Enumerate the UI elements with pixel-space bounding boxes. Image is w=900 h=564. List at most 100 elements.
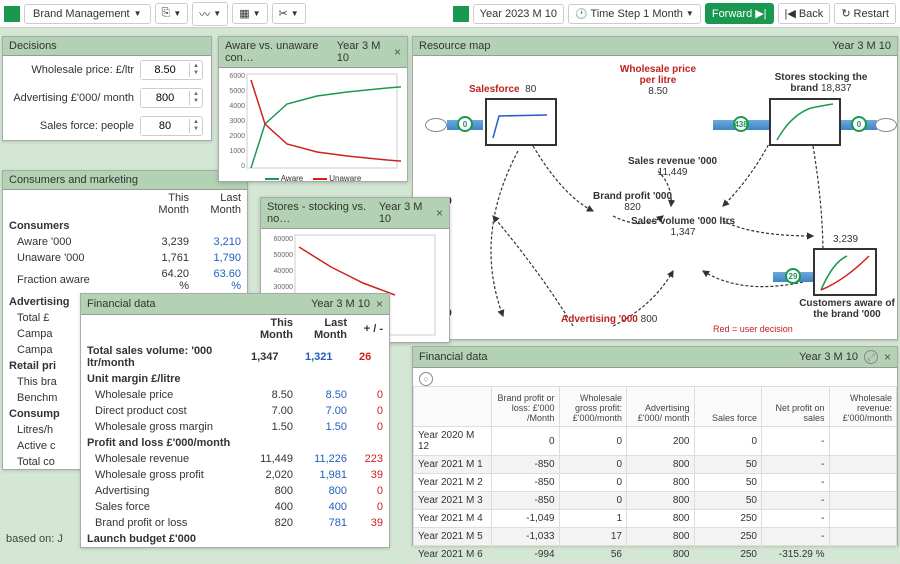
label-volume: Sales volume '000 ltrs 1,347	[628, 216, 738, 238]
decisions-panel: Decisions Wholesale price: £/ltr ▲▼ Adve…	[2, 36, 212, 141]
svg-text:0: 0	[241, 163, 245, 170]
col-last: Last Month	[195, 190, 247, 218]
data-row: Aware '0003,2393,210	[3, 234, 247, 250]
grid-row: Year 2021 M 3-850080050-	[414, 492, 897, 510]
period-display[interactable]: Year 2023 M 10	[473, 4, 564, 24]
grid-period: Year 2021 M 1	[414, 456, 492, 474]
grid-cell	[829, 474, 897, 492]
col-this: This Month	[245, 315, 299, 343]
label-revenue: Sales revenue '00011,449	[628, 156, 717, 178]
decision-input[interactable]	[141, 117, 189, 135]
status-icon	[453, 6, 469, 22]
step-up-icon[interactable]: ▲	[190, 119, 202, 126]
decision-spinner[interactable]: ▲▼	[140, 88, 203, 108]
stores-chart-period: Year 3 M 10	[379, 201, 430, 225]
section-header: Launch budget £'000	[81, 531, 389, 547]
col-this: This Month	[143, 190, 195, 218]
financial-grid-panel[interactable]: Financial data Year 3 M 10 ⤢× ○ Brand pr…	[412, 346, 898, 546]
label-wholesale: Wholesale price per litre8.50	[613, 64, 703, 97]
data-row: Wholesale revenue11,44911,226223	[81, 451, 389, 467]
tool-chart-button[interactable]: 〰 ▼	[192, 2, 228, 26]
resource-map-canvas: Salesforce 80 0 Wholesale price per litr…	[413, 56, 897, 338]
close-icon[interactable]: ×	[376, 297, 383, 311]
grid-col-header: Net profit on sales	[762, 387, 830, 427]
decision-input[interactable]	[141, 61, 189, 79]
data-row: Sales force4004000	[81, 499, 389, 515]
grid-cell: 800	[627, 474, 695, 492]
data-row: Fraction aware64.20 %63.60 %	[3, 266, 247, 294]
app-icon	[4, 6, 20, 22]
col-last: Last Month	[299, 315, 353, 343]
grid-col-header: Advertising £'000/ month	[627, 387, 695, 427]
step-up-icon[interactable]: ▲	[190, 63, 202, 70]
svg-text:2000: 2000	[229, 133, 245, 140]
clock-icon	[575, 8, 587, 20]
grid-cell: -315.29 %	[762, 546, 830, 564]
grid-cell: -	[762, 492, 830, 510]
aware-chart-svg: 6000500040003000200010000 024681012	[223, 72, 401, 172]
back-button[interactable]: |◀ Back	[778, 3, 831, 24]
title-dropdown[interactable]: Brand Management ▼	[24, 4, 151, 24]
step-down-icon[interactable]: ▼	[190, 126, 202, 133]
grid-cell: -	[762, 456, 830, 474]
close-icon[interactable]: ×	[436, 206, 443, 220]
tool-grid-button[interactable]: ▦ ▼	[232, 3, 267, 24]
grid-col-header: Brand profit or loss: £'000 /Month	[492, 387, 560, 427]
grid-cell: 250	[694, 528, 762, 546]
flow-valve-stores-in: 438	[733, 116, 749, 132]
grid-cell: 800	[627, 546, 695, 564]
forward-button[interactable]: Forward ▶|	[705, 3, 774, 24]
tool-link-button[interactable]: ✂ ▼	[272, 3, 306, 24]
decision-spinner[interactable]: ▲▼	[140, 60, 203, 80]
options-icon[interactable]: ○	[419, 372, 433, 386]
expand-icon[interactable]: ⤢	[864, 350, 878, 364]
grid-cell: 800	[627, 492, 695, 510]
flow-valve-salesforce: 0	[457, 116, 473, 132]
label-customers: Customers aware of the brand '000	[797, 298, 897, 320]
col-delta: + / -	[353, 315, 389, 343]
grid-cell: -	[762, 510, 830, 528]
label-advertising: Advertising '000 800	[561, 314, 657, 325]
label-profit: Brand profit '000820	[593, 191, 672, 213]
svg-text:1000: 1000	[229, 148, 245, 155]
grid-col-header	[414, 387, 492, 427]
grid-cell: -1,049	[492, 510, 560, 528]
decision-label: Wholesale price: £/ltr	[11, 64, 134, 76]
data-row: Wholesale gross margin1.501.500	[81, 419, 389, 435]
close-icon[interactable]: ×	[884, 350, 891, 364]
grid-cell: 50	[694, 492, 762, 510]
decision-spinner[interactable]: ▲▼	[140, 116, 203, 136]
close-icon[interactable]: ×	[394, 45, 401, 59]
grid-col-header: Wholesale gross profit: £'000/month	[559, 387, 627, 427]
grid-cell: -	[762, 427, 830, 456]
aware-chart-period: Year 3 M 10	[337, 40, 388, 64]
restart-button[interactable]: ↻ Restart	[834, 3, 896, 24]
decision-row: Advertising £'000/ month ▲▼	[3, 84, 211, 112]
financial-detail-panel[interactable]: Financial data Year 3 M 10× This MonthLa…	[80, 293, 390, 548]
grid-cell: -850	[492, 456, 560, 474]
grid-cell: 250	[694, 546, 762, 564]
decision-input[interactable]	[141, 89, 189, 107]
grid-cell	[829, 510, 897, 528]
aware-chart-legend: AwareUnaware	[223, 174, 403, 183]
grid-cell	[829, 546, 897, 564]
label-salesforce: Salesforce 80	[469, 84, 536, 95]
tool-copy-button[interactable]: ⎘ ▼	[155, 3, 189, 24]
stock-stores	[769, 98, 841, 146]
grid-cell: 0	[694, 427, 762, 456]
svg-text:60000: 60000	[274, 236, 294, 243]
aware-chart-panel[interactable]: Aware vs. unaware con… Year 3 M 10× 6000…	[218, 36, 408, 182]
grid-cell: 0	[559, 456, 627, 474]
section-header: Profit and loss £'000/month	[81, 435, 389, 451]
timestep-dropdown[interactable]: Time Step 1 Month ▼	[568, 4, 701, 24]
grid-cell: 50	[694, 456, 762, 474]
label-customers-val: 3,239	[833, 234, 858, 245]
grid-period: Year 2021 M 5	[414, 528, 492, 546]
step-down-icon[interactable]: ▼	[190, 98, 202, 105]
step-down-icon[interactable]: ▼	[190, 70, 202, 77]
step-up-icon[interactable]: ▲	[190, 91, 202, 98]
decision-row: Sales force: people ▲▼	[3, 112, 211, 140]
section-header: Unit margin £/litre	[81, 371, 389, 387]
svg-text:50000: 50000	[274, 252, 294, 259]
grid-row: Year 2021 M 4-1,0491800250-	[414, 510, 897, 528]
